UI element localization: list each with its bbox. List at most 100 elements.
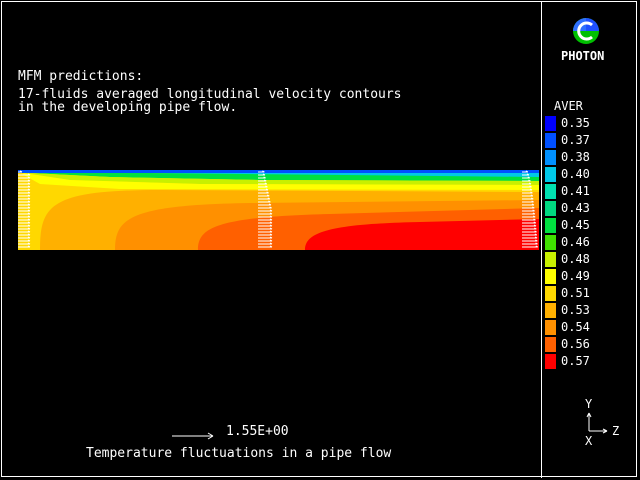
axis-label-y: Y xyxy=(585,397,593,411)
velocity-vector-head xyxy=(264,182,268,185)
velocity-vector-head xyxy=(268,200,271,203)
vector-column-inlet xyxy=(18,170,31,248)
legend-swatch xyxy=(545,354,556,369)
velocity-vector-head xyxy=(530,191,533,194)
velocity-vector-head xyxy=(269,242,273,245)
velocity-vector-head xyxy=(532,212,536,215)
velocity-vector-head xyxy=(27,236,31,239)
legend-value: 0.40 xyxy=(561,167,590,181)
velocity-vector-head xyxy=(262,173,266,176)
legend-swatch xyxy=(545,269,556,284)
velocity-vector-head xyxy=(269,218,273,221)
legend-item: 0.45 xyxy=(543,217,638,234)
velocity-vector-head xyxy=(19,170,23,173)
velocity-vector-head xyxy=(269,209,273,212)
legend-value: 0.54 xyxy=(561,320,590,334)
velocity-vector-head xyxy=(269,239,273,242)
velocity-vector-head xyxy=(27,224,31,227)
velocity-vector-head xyxy=(525,170,529,173)
legend-value: 0.56 xyxy=(561,337,590,351)
vector-column-outlet xyxy=(522,170,538,248)
velocity-vector-head xyxy=(269,233,273,236)
sidebar-divider xyxy=(541,2,542,478)
velocity-vectors xyxy=(18,170,538,248)
legend-item: 0.41 xyxy=(543,183,638,200)
velocity-vector-head xyxy=(263,179,267,182)
legend-swatch xyxy=(545,167,556,182)
velocity-vector-head xyxy=(266,191,269,194)
legend-item: 0.37 xyxy=(543,132,638,149)
legend-swatch xyxy=(545,337,556,352)
legend-value: 0.35 xyxy=(561,116,590,130)
prediction-title: MFM predictions: xyxy=(18,69,144,84)
legend-item: 0.56 xyxy=(543,336,638,353)
velocity-vector-head xyxy=(27,215,31,218)
legend-value: 0.48 xyxy=(561,252,590,266)
legend-item: 0.38 xyxy=(543,149,638,166)
velocity-vector-head xyxy=(528,182,532,185)
vector-column-mid xyxy=(258,170,273,248)
legend-item: 0.53 xyxy=(543,302,638,319)
velocity-vector-head xyxy=(535,245,538,248)
velocity-vector-head xyxy=(267,197,271,200)
legend-value: 0.43 xyxy=(561,201,590,215)
velocity-vector-head xyxy=(534,233,538,236)
brand-label: PHOTON xyxy=(561,49,605,63)
reference-vector-arrow xyxy=(172,432,214,440)
legend-item: 0.49 xyxy=(543,268,638,285)
legend-value: 0.45 xyxy=(561,218,590,232)
velocity-vector-head xyxy=(528,179,531,182)
velocity-vector-head xyxy=(27,194,31,197)
velocity-vector-head xyxy=(27,239,31,242)
velocity-vector-head xyxy=(265,188,269,191)
velocity-vector-head xyxy=(269,206,272,209)
velocity-vector-head xyxy=(265,185,268,188)
velocity-vector-head xyxy=(269,221,273,224)
velocity-vector-head xyxy=(533,224,537,227)
velocity-vector-head xyxy=(530,194,534,197)
velocity-vector-head xyxy=(27,173,31,176)
contour-bands xyxy=(18,170,539,250)
velocity-vector-head xyxy=(266,194,270,197)
legend-item: 0.51 xyxy=(543,285,638,302)
legend-value: 0.51 xyxy=(561,286,590,300)
velocity-vector-head xyxy=(532,209,535,212)
legend-value: 0.53 xyxy=(561,303,590,317)
legend-value: 0.46 xyxy=(561,235,590,249)
contour-plot xyxy=(18,170,539,440)
velocity-vector-head xyxy=(27,233,31,236)
velocity-vector-head xyxy=(534,227,537,230)
legend-swatch xyxy=(545,235,556,250)
velocity-vector-head xyxy=(531,200,534,203)
velocity-vector-head xyxy=(27,188,31,191)
velocity-vector-head xyxy=(531,197,534,200)
photon-logo-icon xyxy=(573,18,599,44)
velocity-vector-head xyxy=(529,188,533,191)
velocity-vector-head xyxy=(268,203,272,206)
legend-item: 0.43 xyxy=(543,200,638,217)
velocity-vector-head xyxy=(27,221,31,224)
velocity-vector-head xyxy=(533,221,536,224)
legend-swatch xyxy=(545,320,556,335)
legend-swatch xyxy=(545,116,556,131)
velocity-vector-head xyxy=(27,179,31,182)
velocity-vector-head xyxy=(534,236,538,239)
velocity-vector-head xyxy=(269,245,273,248)
velocity-vector-head xyxy=(529,185,532,188)
legend-value: 0.49 xyxy=(561,269,590,283)
legend-swatch xyxy=(545,184,556,199)
legend-swatch xyxy=(545,286,556,301)
velocity-vector-head xyxy=(27,203,31,206)
legend-item: 0.40 xyxy=(543,166,638,183)
band-core-peak xyxy=(305,219,539,250)
legend-swatch xyxy=(545,218,556,233)
velocity-vector-head xyxy=(527,176,531,179)
legend-swatch xyxy=(545,303,556,318)
velocity-vector-head xyxy=(269,215,273,218)
legend-item: 0.35 xyxy=(543,115,638,132)
velocity-vector-head xyxy=(27,200,31,203)
legend-swatch xyxy=(545,133,556,148)
velocity-vector-head xyxy=(27,209,31,212)
